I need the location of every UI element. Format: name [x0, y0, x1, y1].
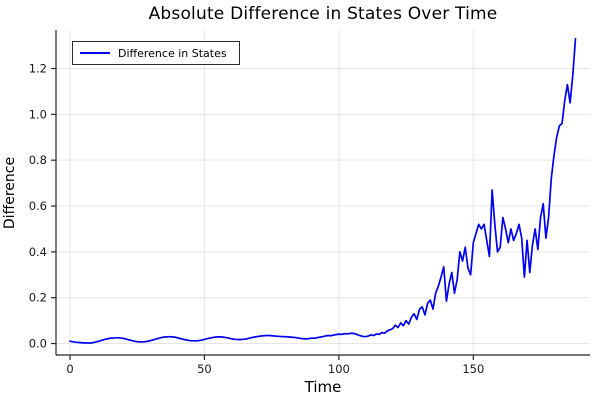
legend-line-sample: [80, 52, 110, 54]
y-tick-label: 0.2: [29, 291, 47, 305]
legend-box: Difference in States: [72, 41, 240, 65]
y-axis-label: Difference: [2, 156, 18, 230]
x-axis-label: Time: [304, 378, 342, 396]
y-tick-label: 0.0: [29, 337, 47, 351]
x-tick-label: 50: [197, 362, 212, 376]
chart-title: Absolute Difference in States Over Time: [148, 4, 498, 24]
series-line-difference-in-states: [69, 37, 577, 344]
y-tick-label: 0.6: [29, 199, 47, 213]
x-tick-label: 150: [462, 362, 484, 376]
legend-entry-label: Difference in States: [118, 46, 227, 60]
x-tick-label: 0: [66, 362, 73, 376]
y-tick-label: 0.4: [29, 245, 47, 259]
x-tick-label: 100: [328, 362, 350, 376]
y-tick-label: 0.8: [29, 153, 47, 167]
y-tick-label: 1.0: [29, 107, 47, 121]
y-tick-label: 1.2: [29, 62, 47, 76]
